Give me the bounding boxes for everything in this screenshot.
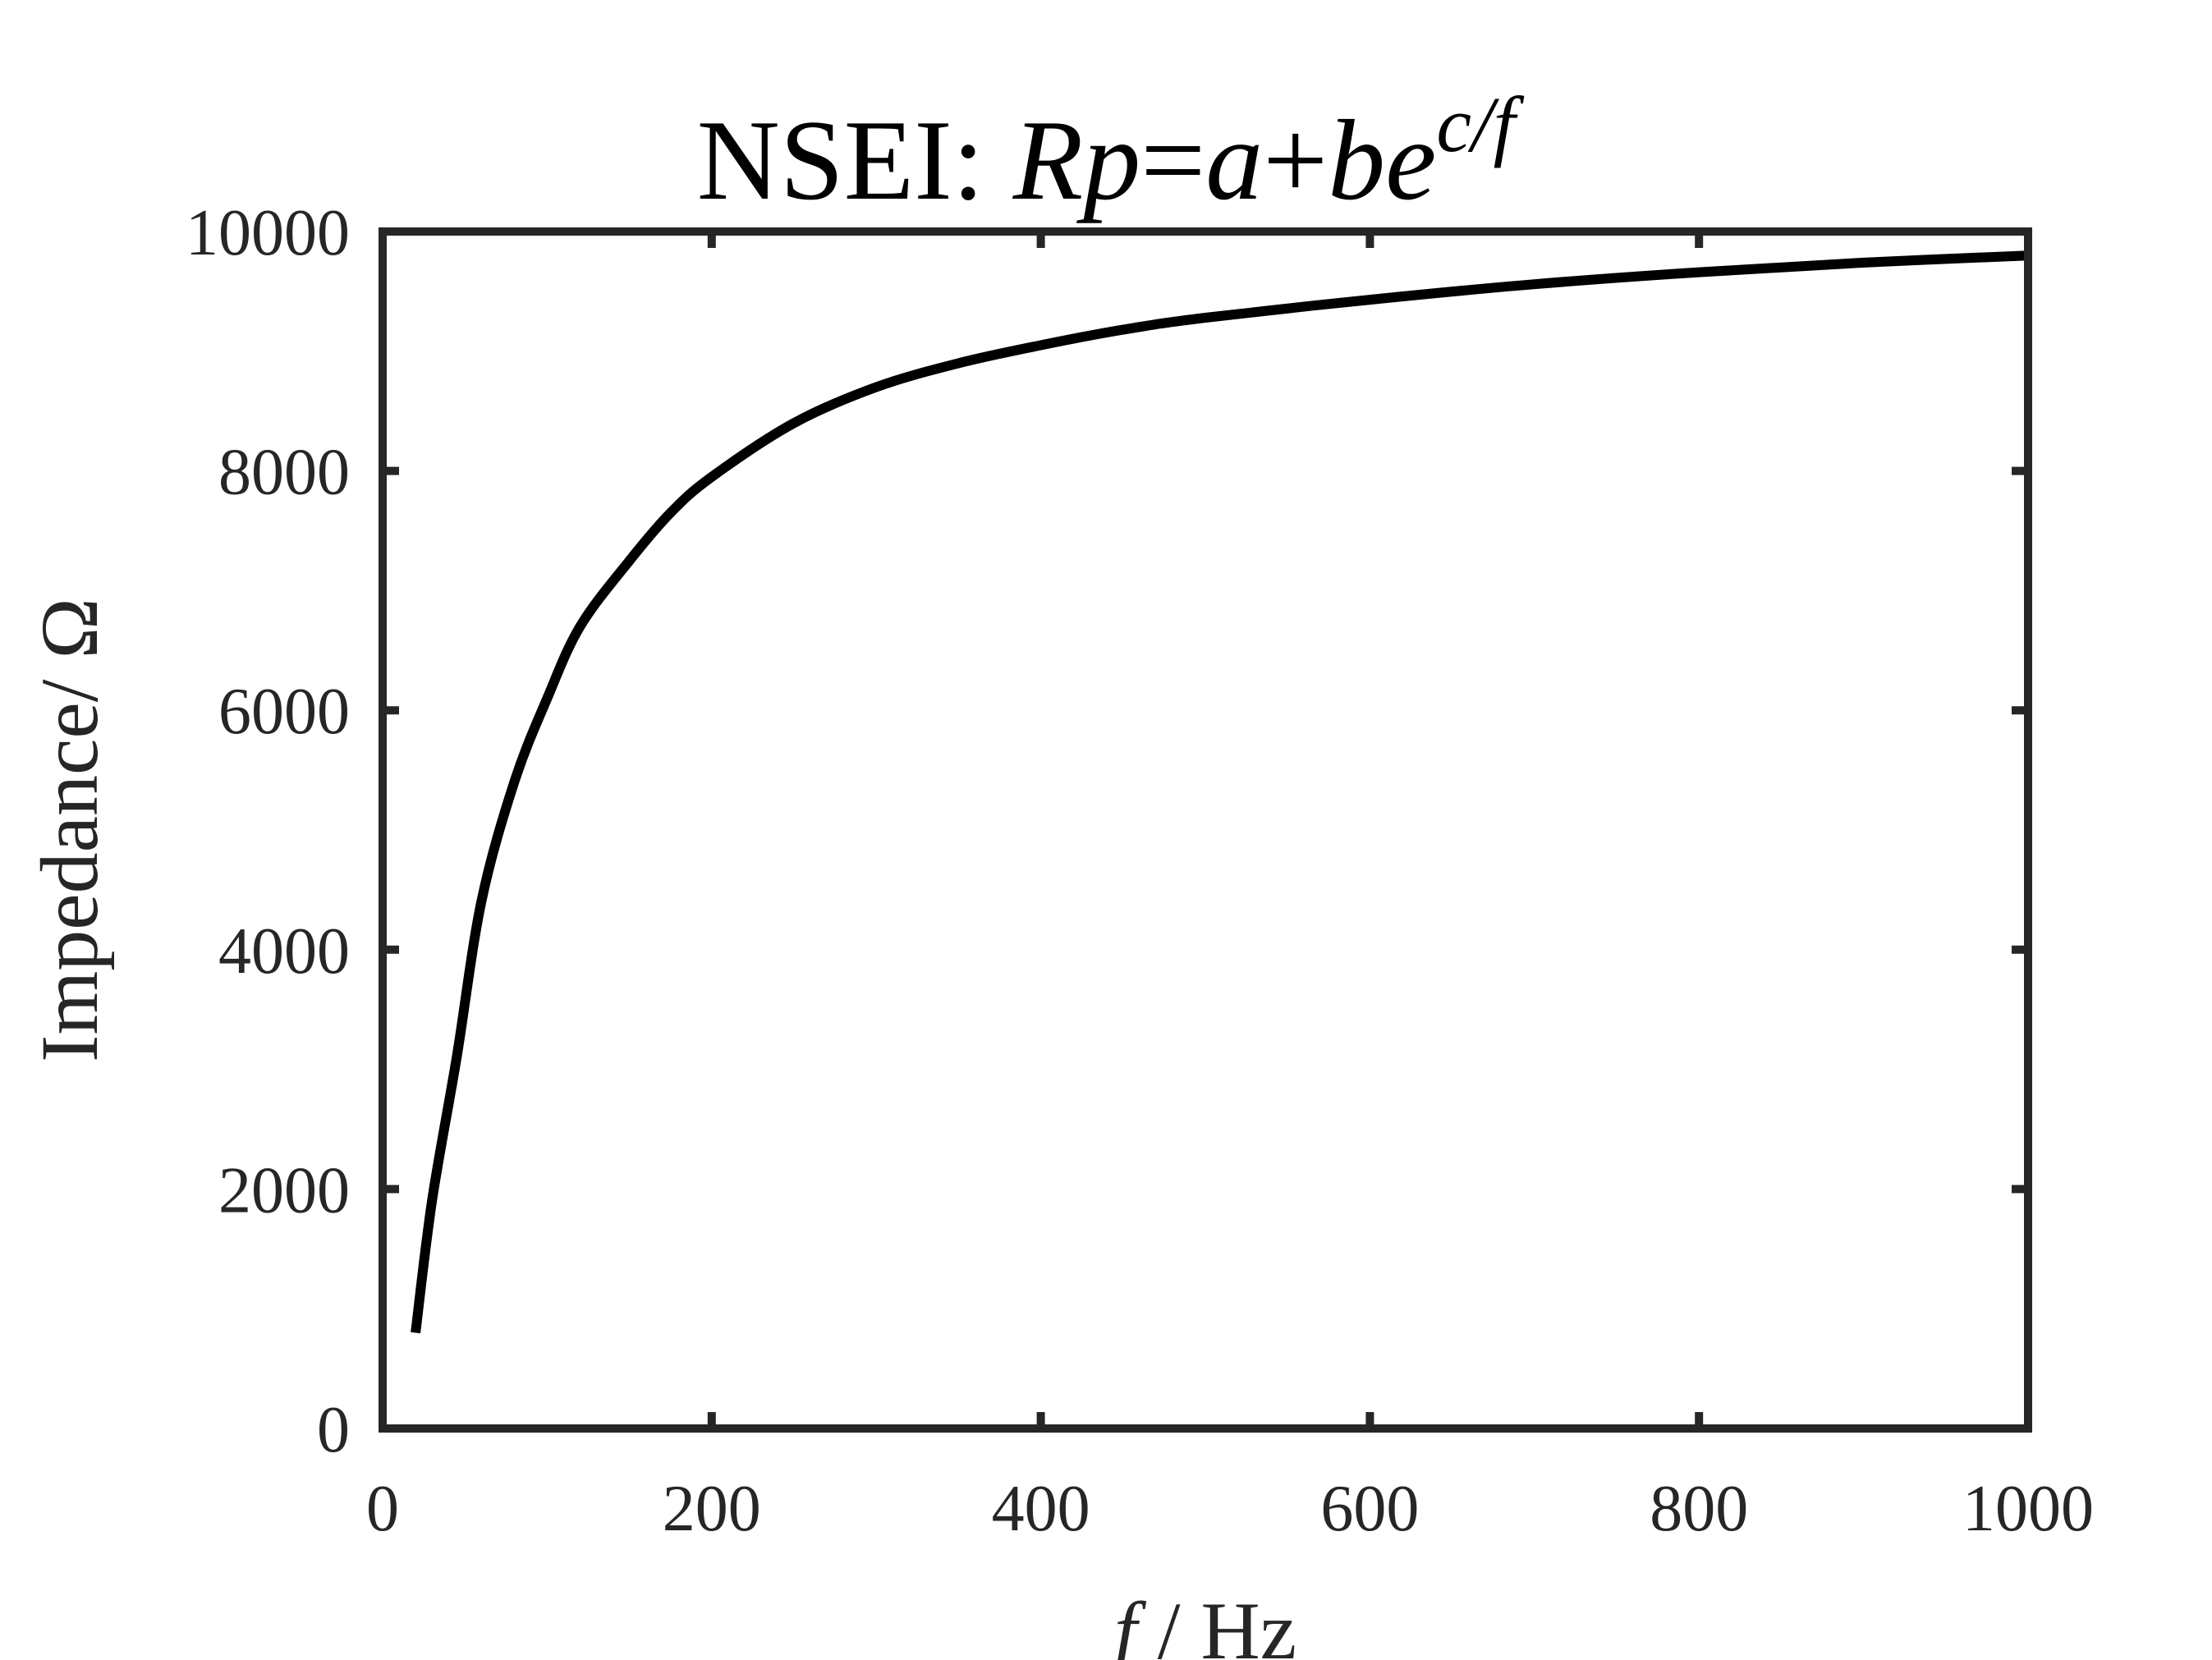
y-tick-label: 8000 [218,437,350,509]
y-tick-label: 2000 [218,1154,350,1227]
x-tick-label: 800 [1650,1473,1748,1545]
x-axis-label: f / Hz [1114,1585,1296,1660]
title-lhs: Rp [1012,97,1141,224]
title-var-b: b [1328,97,1385,224]
title-base: e [1385,97,1436,224]
title-var-a: a [1205,97,1263,224]
x-tick-label: 400 [992,1473,1090,1545]
x-tick-label: 0 [366,1473,399,1545]
x-tick-label: 600 [1320,1473,1419,1545]
y-tick-label: 4000 [218,915,350,988]
axes-frame [379,227,2032,1433]
title-equals: = [1140,97,1205,224]
x-tick-label: 200 [663,1473,761,1545]
x-axis-label-unit: / Hz [1137,1585,1296,1660]
chart-title: NSEI: Rp=a+bec/f [697,80,1525,224]
title-prefix: NSEI: [697,97,1013,224]
impedance-curve [411,250,2029,1334]
title-exponent: c/f [1436,80,1524,168]
x-tick-label: 1000 [1962,1473,2094,1545]
y-axis-label: Impedance/ Ω [24,598,115,1062]
title-plus: + [1263,97,1328,224]
y-tick-label: 6000 [218,676,350,748]
y-tick-label: 10000 [186,197,350,269]
y-tick-label: 0 [317,1394,350,1466]
